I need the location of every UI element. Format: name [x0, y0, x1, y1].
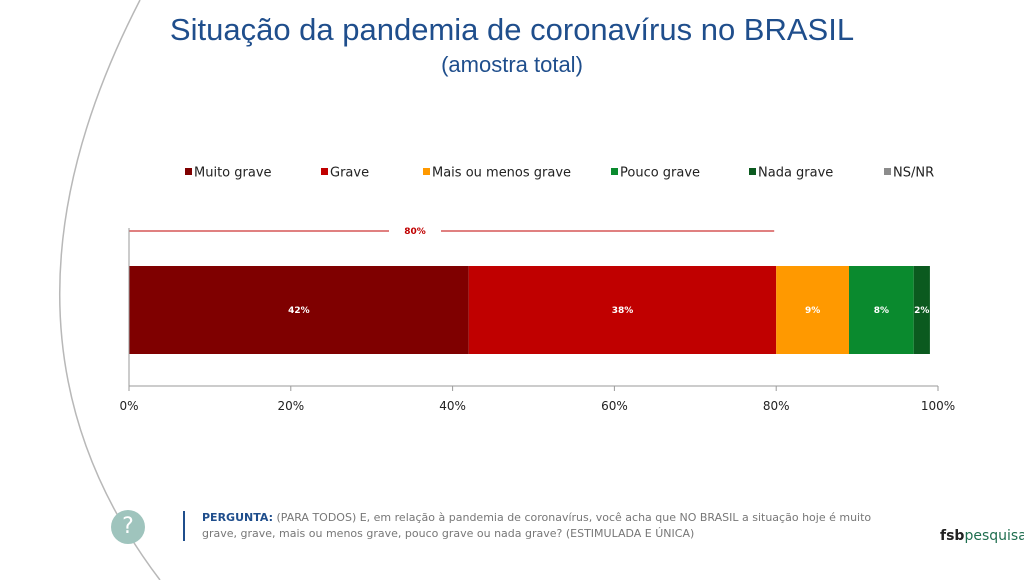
question-accent-bar	[183, 511, 185, 541]
bar-segment	[468, 266, 777, 354]
legend-swatch	[884, 168, 891, 175]
legend-label: Muito grave	[194, 166, 272, 181]
x-tick-label: 0%	[119, 399, 138, 413]
logo-part-pesquisa: pesquisa	[964, 528, 1024, 544]
x-tick-label: 80%	[763, 399, 790, 413]
legend-label: Nada grave	[758, 166, 833, 181]
x-tick-label: 20%	[277, 399, 304, 413]
legend-label: Pouco grave	[620, 166, 700, 181]
legend-swatch	[423, 168, 430, 175]
stacked-bar-chart: Muito grave Grave Mais ou menos grave Pouco…	[119, 166, 955, 414]
bar-segment-label: 9%	[805, 306, 820, 316]
chart-title: Situação da pandemia de coronavírus no B…	[169, 12, 855, 47]
legend-swatch	[749, 168, 756, 175]
bar-segment-label: 8%	[874, 306, 889, 316]
fsb-pesquisa-logo: fsbpesquisa	[940, 528, 1024, 544]
bar-segment	[129, 266, 469, 354]
legend-label: Mais ou menos grave	[432, 166, 571, 181]
legend-swatch	[611, 168, 618, 175]
legend-swatch	[321, 168, 328, 175]
bar-segment-label: 38%	[612, 306, 634, 316]
question-text: (PARA TODOS) E, em relação à pandemia de…	[202, 511, 872, 540]
sum-annotation-label: 80%	[404, 227, 426, 237]
x-tick-label: 40%	[439, 399, 466, 413]
bar-segment-label: 2%	[914, 306, 929, 316]
legend-label: Grave	[330, 166, 369, 181]
question-label: PERGUNTA:	[202, 511, 273, 524]
legend-swatch	[185, 168, 192, 175]
bar-segment	[849, 266, 914, 354]
bar-segment	[913, 266, 930, 354]
question-block: PERGUNTA: (PARA TODOS) E, em relação à p…	[202, 510, 892, 542]
bar-segment-label: 42%	[288, 306, 310, 316]
bar-segment	[776, 266, 850, 354]
logo-part-fsb: fsb	[940, 528, 965, 544]
x-tick-label: 100%	[921, 399, 955, 413]
x-tick-label: 60%	[601, 399, 628, 413]
legend-label: NS/NR	[893, 166, 934, 181]
question-mark-icon: ?	[111, 510, 145, 544]
chart-subtitle: (amostra total)	[441, 52, 583, 77]
